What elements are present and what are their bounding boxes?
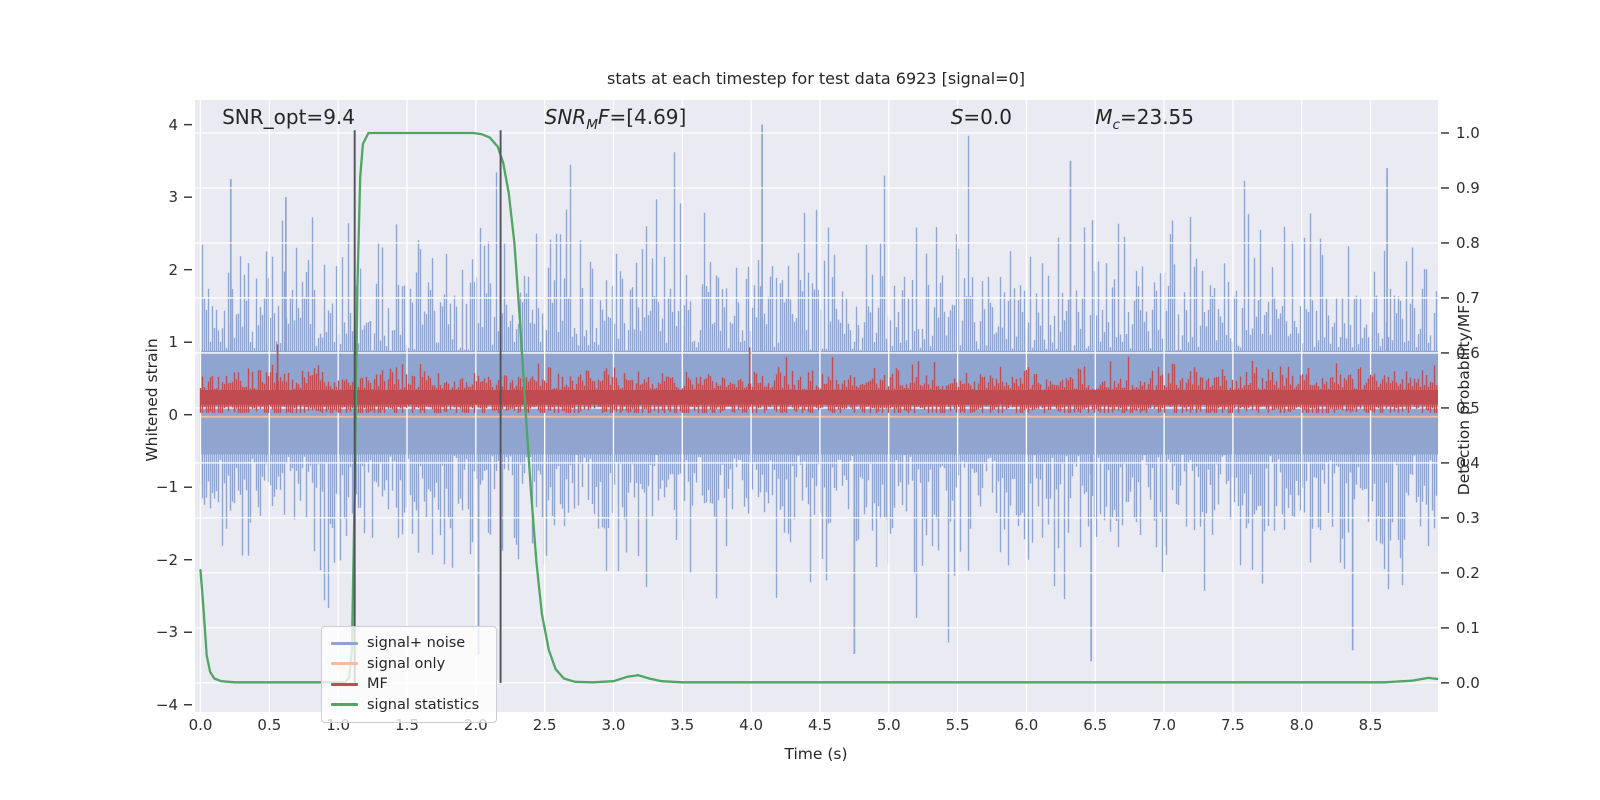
x-tick-label: 5.0 — [876, 716, 901, 734]
legend-label: signal+ noise — [367, 635, 466, 652]
x-tick-label: 7.5 — [1220, 716, 1245, 734]
x-tick-label: 4.0 — [739, 716, 764, 734]
x-tick-label: 6.5 — [1083, 716, 1108, 734]
y-tick-label-right: 0.4 — [1456, 453, 1480, 472]
legend-item: signal+ noise — [322, 633, 496, 654]
x-tick-label: 3.0 — [601, 716, 626, 734]
legend-label: MF — [367, 676, 388, 693]
chart-title: stats at each timestep for test data 692… — [606, 69, 1026, 88]
x-tick-label: 0.5 — [257, 716, 282, 734]
legend-line-swatch — [331, 641, 358, 645]
y-tick-label-left: −1 — [155, 478, 178, 497]
annotation: Mc=23.55 — [1095, 105, 1194, 133]
x-tick-label: 5.5 — [945, 716, 970, 734]
annotation: SNR_opt=9.4 — [222, 105, 355, 129]
annotation: S=0.0 — [950, 105, 1012, 129]
y-tick-label-left: −3 — [155, 623, 178, 642]
x-tick-label: 3.5 — [670, 716, 695, 734]
y-tick-label-left: −4 — [155, 695, 178, 714]
x-tick-label: 0.0 — [188, 716, 213, 734]
legend-line-swatch — [331, 703, 358, 707]
legend-item: signal only — [322, 654, 496, 675]
legend-item: signal statistics — [322, 695, 496, 716]
x-tick-label: 7.0 — [1152, 716, 1176, 734]
annotation: SNRMF=[4.69] — [544, 105, 687, 133]
x-tick-label: 4.5 — [808, 716, 832, 734]
x-tick-label: 8.5 — [1358, 716, 1383, 734]
x-tick-label: 2.5 — [532, 716, 557, 734]
y-tick-label-right: 0.7 — [1456, 288, 1480, 307]
x-axis-label: Time (s) — [784, 745, 848, 763]
y-tick-label-right: 1.0 — [1456, 123, 1480, 142]
y-tick-label-right: 0.2 — [1456, 563, 1480, 582]
legend: signal+ noise signal only MF signal statist… — [321, 626, 497, 723]
y-tick-label-right: 0.5 — [1456, 398, 1480, 417]
y-tick-label-right: 0.6 — [1456, 343, 1480, 362]
y-tick-label-left: −2 — [155, 550, 178, 569]
legend-label: signal only — [367, 655, 446, 672]
legend-line-swatch — [331, 662, 358, 666]
x-tick-label: 6.0 — [1014, 716, 1039, 734]
legend-item: MF — [322, 674, 496, 695]
y-tick-label-left: 0 — [168, 405, 178, 424]
x-tick-label: 8.0 — [1289, 716, 1314, 734]
legend-line-swatch — [331, 682, 358, 686]
y-tick-label-left: 3 — [168, 188, 178, 207]
y-tick-label-right: 0.3 — [1456, 508, 1480, 527]
y-axis-label-left: Whitened strain — [143, 338, 161, 462]
y-tick-label-left: 4 — [168, 115, 178, 134]
legend-label: signal statistics — [367, 696, 480, 713]
y-tick-label-right: 0.0 — [1456, 673, 1480, 692]
y-tick-label-right: 0.9 — [1456, 178, 1480, 197]
y-tick-label-right: 0.1 — [1456, 618, 1480, 637]
y-tick-label-right: 0.8 — [1456, 233, 1480, 252]
y-tick-label-left: 1 — [168, 333, 178, 352]
y-tick-label-left: 2 — [168, 260, 178, 279]
